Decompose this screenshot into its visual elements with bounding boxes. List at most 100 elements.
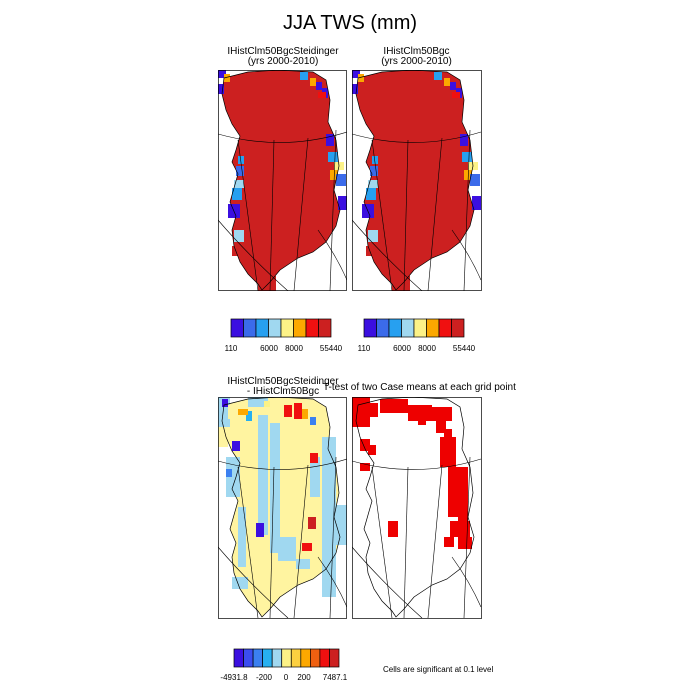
grid-cell — [370, 166, 378, 176]
cb1-tick-3: 55440 — [319, 344, 343, 353]
parallel-line — [218, 131, 347, 143]
meridian-line — [403, 139, 409, 291]
panel3-title-line2: - IHistClm50Bgc — [246, 386, 320, 397]
grid-cell — [328, 152, 338, 162]
grid-cell — [218, 84, 224, 94]
grid-cell — [368, 445, 376, 455]
grid-cell — [236, 166, 244, 176]
cb1-tick-2: 8000 — [285, 344, 303, 353]
parallel-line — [218, 546, 289, 619]
grid-cell — [460, 134, 468, 146]
grid-cell — [218, 70, 226, 78]
grid-cell — [300, 72, 308, 80]
colorbar-swatch — [319, 648, 330, 668]
cb2-tick-0: 110 — [357, 344, 371, 353]
grid-cell — [264, 401, 270, 407]
grid-cell — [248, 397, 268, 407]
panel2-title: IHistClm50Bgc (yrs 2000-2010) — [349, 47, 484, 67]
colorbar-swatch — [268, 318, 282, 338]
parallel-line — [352, 219, 423, 291]
grid-cell — [436, 419, 446, 433]
panel3-title: IHistClm50BgcSteidinger - IHistClm50Bgc — [213, 377, 353, 397]
panel-ttest-map — [352, 397, 482, 619]
parallel-line — [317, 556, 347, 608]
grid-cell — [432, 407, 452, 421]
panel-frame — [352, 397, 482, 619]
grid-cell — [444, 537, 454, 547]
colorbar-swatch — [243, 648, 254, 668]
grid-cell — [310, 78, 316, 86]
parallel-line — [451, 229, 482, 281]
grid-cell — [358, 74, 364, 82]
grid-cell — [450, 82, 456, 90]
panel3-title-line1: IHistClm50BgcSteidinger — [227, 376, 339, 387]
grid-cell — [368, 230, 378, 242]
colorbar-swatch — [243, 318, 257, 338]
colorbar-swatch — [438, 318, 452, 338]
grid-cell — [330, 170, 338, 180]
grid-cell — [278, 537, 296, 561]
land-cells — [356, 70, 474, 290]
panel-steidinger-map — [218, 70, 347, 291]
grid-cell — [458, 537, 472, 549]
grid-cell — [366, 188, 376, 200]
significance-note: Cells are significant at 0.1 level — [383, 665, 494, 674]
colorbar-swatch — [426, 318, 440, 338]
meridian-line — [427, 464, 443, 619]
grid-cell — [226, 457, 240, 497]
meridian-line — [293, 464, 309, 619]
coastline — [355, 397, 475, 618]
grid-cell — [352, 70, 360, 78]
coastline — [221, 397, 341, 618]
grid-cell — [310, 417, 316, 425]
grid-cell — [246, 411, 252, 421]
grid-cell — [270, 423, 280, 553]
colorbar-swatch — [252, 648, 263, 668]
grid-cell — [450, 521, 470, 537]
panel1-title-line1: IHistClm50BgcSteidinger — [227, 46, 339, 57]
grid-cell — [352, 397, 370, 427]
meridian-line — [463, 129, 471, 291]
panel2-title-line2: (yrs 2000-2010) — [381, 56, 452, 67]
colorbar-swatch — [281, 648, 292, 668]
grid-cell — [294, 403, 302, 419]
meridian-line — [403, 466, 409, 619]
colorbar-bgc — [363, 318, 465, 338]
grid-cell — [310, 457, 320, 497]
grid-cell — [284, 405, 292, 417]
grid-cell — [336, 174, 346, 186]
grid-cell — [218, 427, 228, 447]
colorbar-swatch — [305, 318, 319, 338]
parallel-line — [218, 219, 289, 291]
meridian-line — [329, 129, 337, 291]
grid-cell — [452, 92, 460, 98]
grid-cell — [232, 577, 248, 589]
colorbar-swatch — [376, 318, 390, 338]
grid-cell — [224, 74, 230, 82]
grid-cell — [232, 188, 242, 200]
panel-frame — [218, 397, 347, 619]
cb2-tick-2: 8000 — [418, 344, 436, 353]
grid-cell — [448, 467, 468, 517]
meridian-line — [293, 137, 309, 291]
colorbar-swatch — [262, 648, 273, 668]
colorbar-swatch — [280, 318, 294, 338]
grid-cell — [440, 437, 456, 467]
colorbar-swatch — [300, 648, 311, 668]
coastline — [221, 70, 341, 291]
colorbar-difference — [233, 648, 340, 668]
meridian-line — [463, 456, 471, 619]
parallel-line — [317, 229, 347, 281]
land-cells — [222, 70, 340, 290]
grid-cell — [316, 82, 322, 90]
grid-cell — [238, 156, 244, 164]
colorbar-swatch — [451, 318, 465, 338]
colorbar-swatch — [255, 318, 269, 338]
panel-frame — [218, 70, 347, 291]
parallel-line — [352, 546, 423, 619]
grid-cell — [222, 399, 228, 407]
colorbar-swatch — [413, 318, 427, 338]
grid-cell — [234, 180, 244, 188]
grid-cell — [368, 403, 378, 417]
cb2-tick-1: 6000 — [393, 344, 411, 353]
